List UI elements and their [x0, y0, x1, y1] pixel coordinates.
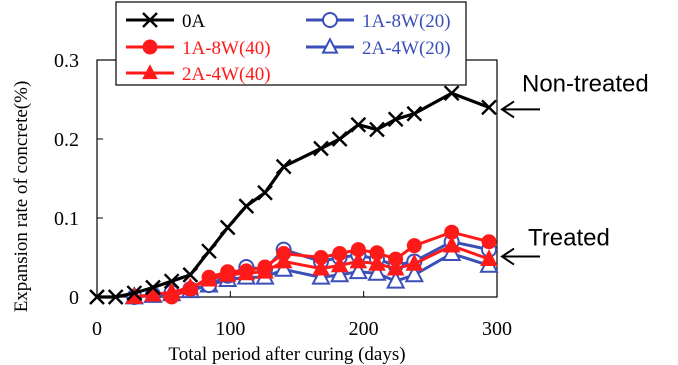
data-point: [389, 252, 403, 266]
y-tick-label: 0: [69, 287, 79, 309]
data-point: [445, 86, 459, 100]
legend-label: 0A: [182, 11, 206, 32]
x-tick-label: 0: [92, 318, 102, 340]
legend-label: 1A-8W(20): [362, 11, 451, 32]
legend: 0A 1A-8W(40) 2A-4W(40) 1A-8W(20) 2A-4W(20): [116, 2, 466, 85]
annotations: Non-treated Treated: [502, 70, 649, 264]
data-point: [314, 141, 328, 155]
data-point: [407, 239, 421, 253]
data-point: [333, 247, 347, 261]
x-tick-label: 300: [482, 318, 512, 340]
data-point: [277, 160, 291, 174]
legend-label: 2A-4W(40): [182, 64, 271, 85]
legend-marker: [143, 40, 157, 54]
data-point: [221, 220, 235, 234]
x-tick-label: 200: [349, 318, 379, 340]
data-point: [482, 235, 496, 249]
series-4: [126, 245, 497, 304]
data-point: [370, 246, 384, 260]
data-point: [202, 270, 216, 284]
data-point: [239, 264, 253, 278]
legend-label: 1A-8W(40): [182, 38, 271, 59]
annotation: Non-treated: [502, 70, 649, 117]
data-point: [445, 225, 459, 239]
data-point: [482, 100, 496, 114]
data-point: [314, 251, 328, 265]
annotation: Treated: [502, 225, 610, 265]
data-point: [165, 290, 179, 304]
legend-label: 2A-4W(20): [362, 38, 451, 59]
data-point: [221, 265, 235, 279]
data-point: [351, 243, 365, 257]
y-tick-label: 0.2: [54, 129, 79, 151]
series-line: [172, 232, 489, 297]
x-axis-label: Total period after curing (days): [168, 344, 405, 365]
data-point: [333, 132, 347, 146]
y-tick-label: 0.3: [54, 50, 79, 72]
y-axis-label: Expansion rate of concrete(%): [11, 81, 32, 313]
data-point: [277, 247, 291, 261]
data-point: [258, 260, 272, 274]
annotation-label: Non-treated: [522, 70, 649, 97]
annotation-arrow: [502, 101, 540, 117]
data-point: [239, 199, 253, 213]
x-tick-label: 100: [215, 318, 245, 340]
annotation-label: Treated: [528, 225, 610, 252]
data-point: [258, 186, 272, 200]
y-tick-label: 0.1: [54, 208, 79, 230]
series-layer: [90, 86, 497, 304]
data-point: [202, 244, 216, 258]
legend-marker: [323, 13, 337, 27]
data-point: [183, 282, 197, 296]
